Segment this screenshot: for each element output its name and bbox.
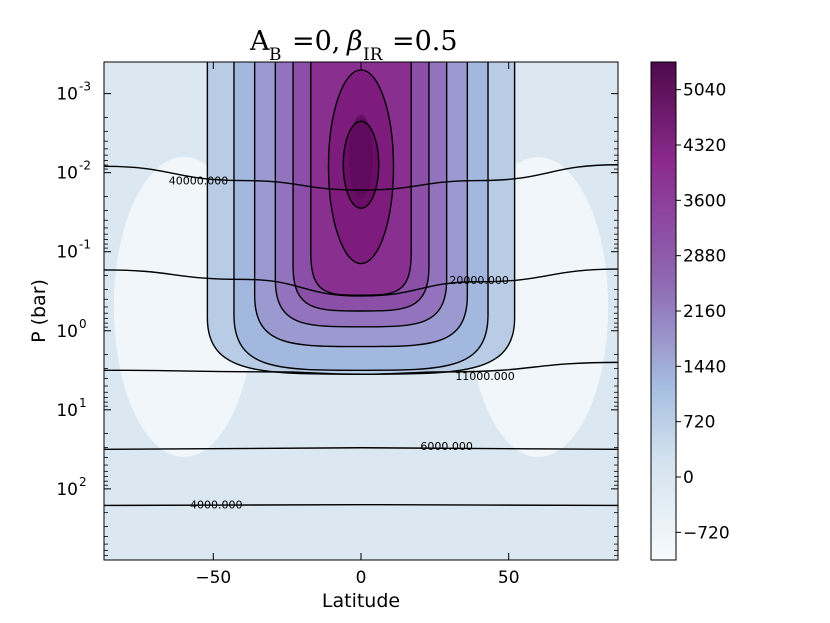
title-a-sub: B [269, 45, 282, 65]
title-beta-sub: IR [363, 45, 384, 65]
title-a-val: =0, [292, 26, 340, 57]
contour-label-4: 6000.000 [420, 440, 473, 453]
y-tick-exponent-4: 0 [79, 317, 87, 331]
y-tick-label-3: 10 [56, 243, 78, 263]
contour-layer [104, 62, 618, 507]
contour-label-5: 4000.000 [190, 499, 243, 512]
closed-contour-5 [292, 62, 430, 312]
colorbar-tick-label-3: 720 [683, 413, 715, 433]
colorbar: −720 0 720 1440 2160 2880 3600 4320 5040 [650, 61, 730, 561]
colorbar-tick-label-5: 2160 [683, 302, 726, 322]
plot-area: 40000.000 20000.000 11000.000 6000.000 4000.… [104, 62, 618, 560]
colorbar-tick-label-4: 1440 [683, 357, 726, 377]
contour-6000 [104, 447, 618, 451]
colorbar-gradient [650, 61, 677, 561]
y-tick-exponent-2: -2 [79, 159, 91, 173]
closed-contour-4 [274, 62, 448, 328]
y-tick-exponent-3: -1 [79, 238, 91, 252]
y-tick-label-2: 10 [56, 164, 78, 184]
colorbar-tick-label-8: 4320 [683, 136, 726, 156]
field-peak [349, 114, 373, 199]
title-beta-val: =0.5 [392, 26, 458, 57]
colorbar-tick-label-1: −720 [683, 523, 730, 543]
colorbar-tick-label-6: 2880 [683, 247, 726, 267]
closed-contour-2 [233, 62, 489, 371]
closed-contour-3 [253, 62, 469, 348]
x-tick-label-1: −50 [195, 568, 231, 588]
closed-contour-6 [310, 62, 412, 296]
y-tick-exponent-1: -3 [79, 80, 91, 94]
colorbar-tick-label-7: 3600 [683, 191, 726, 211]
title-beta-symbol: β [346, 26, 363, 57]
contour-11000 [104, 361, 618, 375]
contour-label-layer: 40000.000 20000.000 11000.000 6000.000 4000.… [169, 175, 515, 512]
x-axis-ticks: −50 0 50 [195, 62, 520, 588]
y-tick-label-4: 10 [56, 322, 78, 342]
title-a-symbol: A [249, 26, 270, 57]
y-axis-label: P (bar) [28, 279, 50, 343]
contour-label-3: 11000.000 [455, 370, 515, 383]
contour-20000 [104, 268, 618, 297]
x-tick-label-3: 50 [498, 568, 520, 588]
colorbar-tick-label-9: 5040 [683, 81, 726, 101]
y-tick-exponent-5: 1 [79, 396, 87, 410]
y-tick-label-5: 10 [56, 401, 78, 421]
y-tick-label-6: 10 [56, 480, 78, 500]
contour-4000 [104, 503, 618, 507]
colorbar-ticks: −720 0 720 1440 2160 2880 3600 4320 5040 [676, 81, 730, 543]
colorbar-tick-label-2: 0 [683, 468, 694, 488]
contour-label-2: 20000.000 [449, 274, 509, 287]
closed-contour-7 [327, 68, 395, 265]
contour-40000 [104, 164, 618, 191]
y-tick-label-1: 10 [56, 85, 78, 105]
y-tick-exponent-6: 2 [79, 475, 87, 489]
x-tick-label-2: 0 [356, 568, 367, 588]
closed-contour-8 [342, 120, 380, 209]
x-axis-label: Latitude [322, 590, 400, 612]
chart-title: A B =0, β IR =0.5 [249, 26, 458, 65]
contour-label-1: 40000.000 [169, 175, 229, 188]
